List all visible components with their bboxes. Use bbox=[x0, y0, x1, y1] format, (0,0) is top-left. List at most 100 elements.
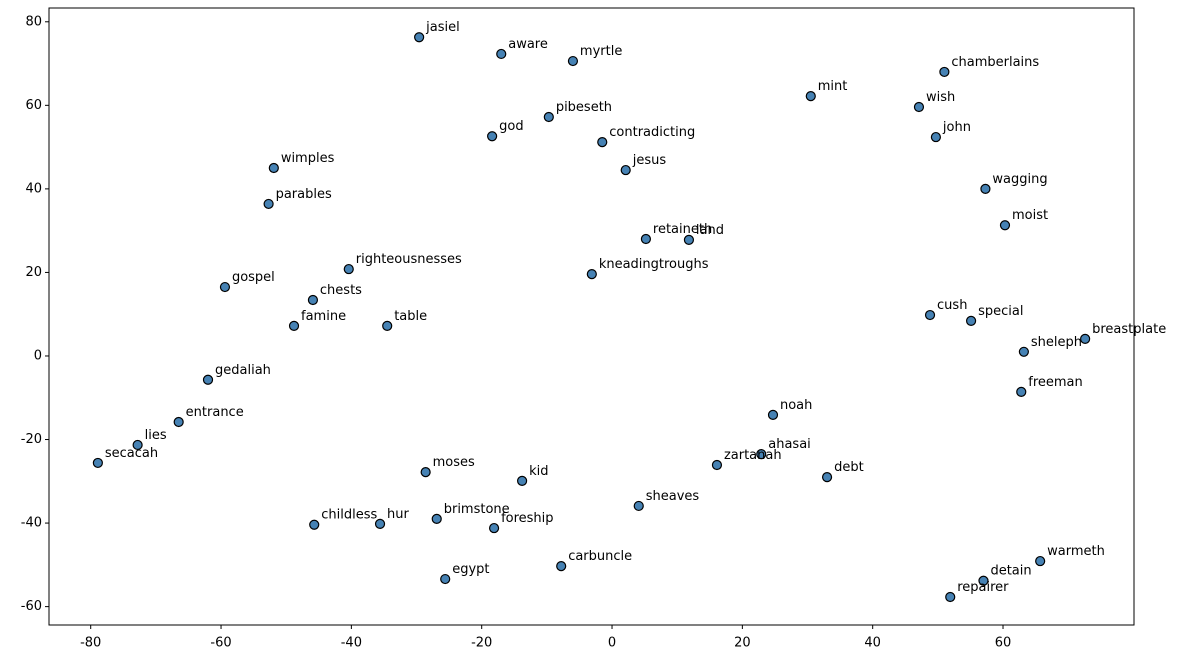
point bbox=[924, 309, 936, 321]
point-label: moist bbox=[1012, 208, 1048, 223]
point-label: cush bbox=[937, 298, 967, 313]
point-label: john bbox=[942, 120, 971, 135]
point bbox=[420, 467, 431, 478]
point-label: freeman bbox=[1028, 375, 1083, 390]
point bbox=[343, 263, 354, 275]
point-label: gedaliah bbox=[215, 363, 271, 378]
point bbox=[620, 164, 631, 176]
point-label: wimples bbox=[281, 151, 335, 166]
point-label: jasiel bbox=[425, 20, 460, 35]
point bbox=[543, 111, 554, 123]
point bbox=[913, 101, 925, 113]
point-label: chests bbox=[320, 283, 362, 298]
point-label: myrtle bbox=[580, 44, 622, 59]
point-label: noah bbox=[780, 398, 812, 413]
point-label: ahasai bbox=[768, 437, 811, 452]
point-label: childless bbox=[321, 508, 377, 523]
point bbox=[945, 591, 956, 603]
point-label: land bbox=[696, 223, 724, 238]
point bbox=[263, 198, 274, 210]
point-label: debt bbox=[834, 460, 864, 475]
point-label: jesus bbox=[632, 153, 667, 168]
point bbox=[431, 513, 442, 524]
point-label: righteousnesses bbox=[356, 252, 462, 267]
point bbox=[586, 268, 597, 280]
point-label: aware bbox=[508, 37, 548, 52]
point bbox=[496, 48, 507, 60]
point bbox=[1018, 346, 1029, 357]
point-label: hur bbox=[387, 507, 409, 522]
point bbox=[640, 233, 652, 245]
point bbox=[374, 518, 386, 530]
point-label: breastplate bbox=[1092, 322, 1166, 337]
point bbox=[202, 374, 214, 385]
point-label: chamberlains bbox=[951, 55, 1039, 70]
y-tick-label: -60 bbox=[21, 599, 42, 614]
point bbox=[516, 475, 528, 486]
point-label: table bbox=[394, 309, 427, 324]
point bbox=[756, 449, 767, 460]
point bbox=[309, 519, 320, 530]
point bbox=[999, 220, 1011, 231]
point bbox=[556, 560, 567, 572]
x-tick-label: -80 bbox=[80, 636, 101, 651]
point bbox=[965, 315, 977, 326]
point bbox=[268, 162, 279, 174]
point-label: foreship bbox=[501, 511, 553, 526]
point-label: famine bbox=[301, 309, 346, 324]
point bbox=[488, 522, 500, 534]
point-label: carbuncle bbox=[568, 549, 632, 564]
point bbox=[440, 573, 451, 585]
point bbox=[711, 459, 723, 471]
x-tick-label: 40 bbox=[864, 636, 881, 651]
x-tick-label: -40 bbox=[341, 636, 362, 651]
point bbox=[939, 66, 950, 78]
plot-frame bbox=[48, 7, 1135, 626]
point bbox=[1016, 386, 1027, 398]
point-label: gospel bbox=[232, 270, 275, 285]
point-label: egypt bbox=[452, 562, 489, 577]
point bbox=[219, 281, 231, 293]
point-label: lies bbox=[145, 428, 167, 443]
point bbox=[683, 234, 695, 245]
point-label: entrance bbox=[186, 405, 244, 420]
point-label: wagging bbox=[992, 172, 1047, 187]
y-tick-label: 20 bbox=[25, 265, 42, 280]
y-tick-label: 40 bbox=[25, 181, 42, 196]
point bbox=[978, 575, 989, 586]
y-tick-label: -20 bbox=[21, 432, 42, 447]
x-tick-label: -20 bbox=[471, 636, 492, 651]
point-label: moses bbox=[433, 455, 475, 470]
point-label: detain bbox=[990, 564, 1031, 579]
point bbox=[92, 457, 103, 469]
point bbox=[767, 409, 779, 420]
point bbox=[930, 131, 941, 143]
point-label: secacah bbox=[105, 446, 158, 461]
point-label: sheaves bbox=[646, 489, 700, 504]
x-tick-label: -60 bbox=[210, 636, 231, 651]
point bbox=[1080, 333, 1091, 344]
point bbox=[567, 55, 579, 67]
x-tick-label: 0 bbox=[608, 636, 616, 651]
point bbox=[288, 320, 300, 331]
point-label: kid bbox=[529, 464, 548, 479]
point bbox=[821, 472, 833, 483]
point bbox=[173, 416, 184, 428]
y-tick-label: 60 bbox=[25, 98, 42, 113]
point-label: pibeseth bbox=[556, 100, 612, 115]
point bbox=[414, 32, 425, 43]
x-tick-label: 20 bbox=[734, 636, 751, 651]
point-label: brimstone bbox=[444, 502, 510, 517]
point bbox=[633, 500, 644, 512]
point-label: special bbox=[978, 304, 1023, 319]
point-label: zartanah bbox=[724, 448, 782, 463]
y-tick-label: -40 bbox=[21, 516, 42, 531]
point-label: sheleph bbox=[1031, 335, 1082, 350]
y-tick-label: 80 bbox=[25, 14, 42, 29]
point bbox=[980, 183, 991, 194]
point-label: repairer bbox=[957, 580, 1009, 595]
point bbox=[382, 320, 393, 331]
point-label: warmeth bbox=[1047, 544, 1105, 559]
y-tick-label: 0 bbox=[34, 348, 42, 363]
